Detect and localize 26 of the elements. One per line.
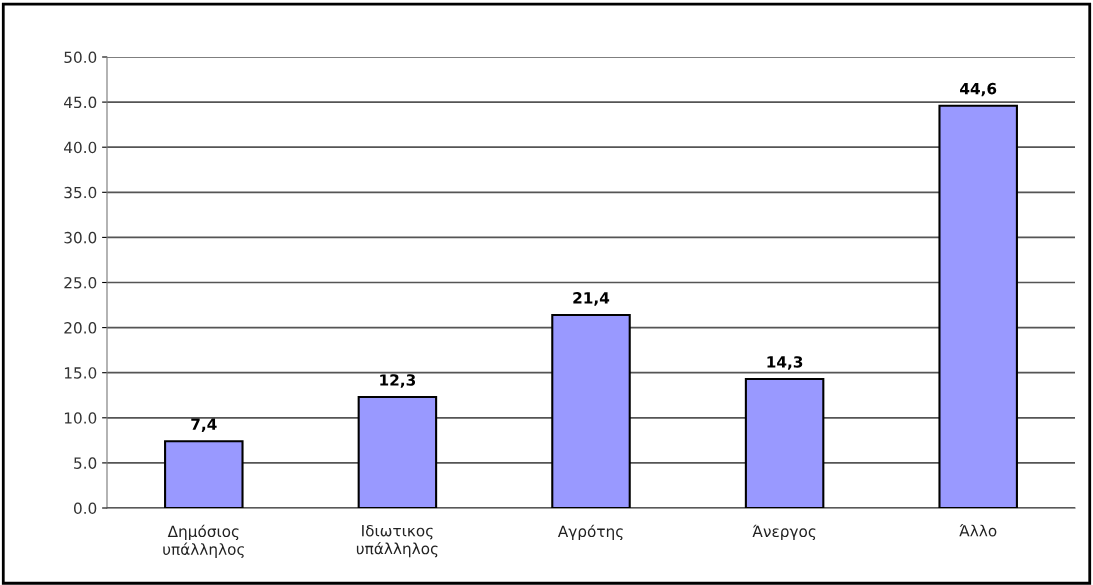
data-label: 12,3 <box>380 374 416 388</box>
y-tick-label: 40.0 <box>64 141 97 154</box>
y-tick-label: 35.0 <box>64 186 97 199</box>
y-tick-label: 50.0 <box>64 51 97 64</box>
data-label: 14,3 <box>767 356 803 370</box>
y-tick-label: 0.0 <box>73 502 97 515</box>
x-tick-label: Δημόσιος υπάλληλος <box>163 524 244 558</box>
y-tick-label: 10.0 <box>64 412 97 424</box>
data-label: 7,4 <box>191 418 217 432</box>
x-tick-label: Ιδιωτικος υπάλληλος <box>356 524 438 558</box>
bar <box>744 377 825 508</box>
y-tick-label: 20.0 <box>64 322 97 334</box>
x-tick-label: Αγρότης <box>557 524 623 541</box>
data-label: 21,4 <box>573 292 610 306</box>
bar <box>551 313 631 508</box>
y-tick-label: 30.0 <box>64 231 97 244</box>
bar <box>357 396 438 508</box>
x-tick-label: Άλλο <box>959 524 997 537</box>
bar <box>938 104 1018 508</box>
y-tick-label: 25.0 <box>64 276 97 289</box>
data-label: 44,6 <box>960 82 997 97</box>
x-tick-label: Άνεργος <box>752 524 816 541</box>
y-tick-label: 45.0 <box>64 96 97 109</box>
y-tick-label: 15.0 <box>64 367 97 379</box>
y-tick-label: 5.0 <box>74 457 97 469</box>
bar <box>164 440 244 508</box>
